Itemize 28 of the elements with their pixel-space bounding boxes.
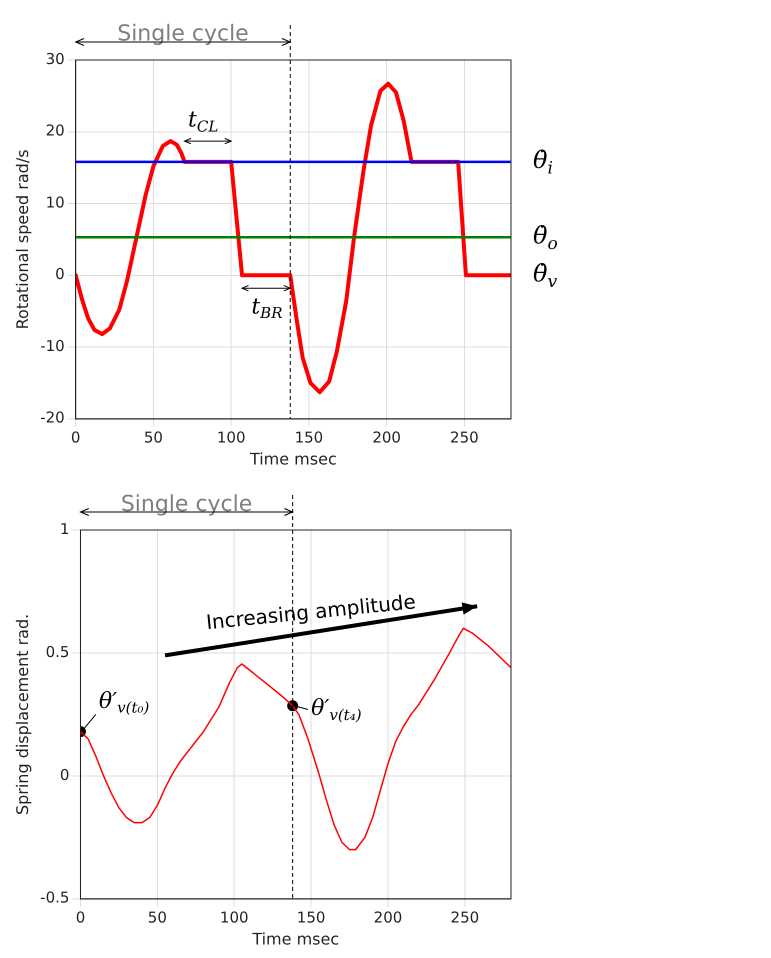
x-tick-label: 0 [76, 908, 86, 927]
y-tick-label: 30 [46, 50, 65, 68]
y-tick-label: 0.5 [46, 642, 70, 661]
x-tick-label: 150 [294, 428, 324, 447]
y-tick-label: 0 [55, 265, 65, 284]
x-tick-label: 200 [374, 908, 402, 927]
y-tick-label: 10 [46, 193, 65, 212]
y-axis-title: Rotational speed rad/s [12, 149, 32, 330]
y-tick-label: -0.5 [40, 888, 70, 907]
x-tick-label: 50 [144, 428, 163, 447]
x-tick-label: 100 [220, 908, 249, 927]
x-tick-label: 150 [296, 908, 326, 927]
x-tick-label: 50 [148, 908, 167, 927]
x-tick-label: 250 [450, 908, 480, 927]
text: Single cycle [117, 22, 249, 47]
x-axis-title: Time msec [248, 450, 337, 469]
y-tick-label: -10 [40, 336, 65, 355]
y-tick-label: 20 [46, 122, 65, 140]
y-tick-label: 0 [60, 766, 70, 784]
x-tick-label: 200 [372, 428, 401, 447]
y-tick-label: 1 [60, 520, 70, 538]
x-tick-label: 250 [450, 428, 479, 447]
text: Single cycle [120, 492, 252, 518]
y-tick-label: -20 [40, 408, 65, 427]
x-tick-label: 100 [216, 428, 246, 447]
x-axis-title: Time msec [251, 930, 340, 949]
y-axis-title: Spring displacement rad. [12, 614, 32, 816]
annotation: Increasing amplitude [204, 589, 417, 634]
